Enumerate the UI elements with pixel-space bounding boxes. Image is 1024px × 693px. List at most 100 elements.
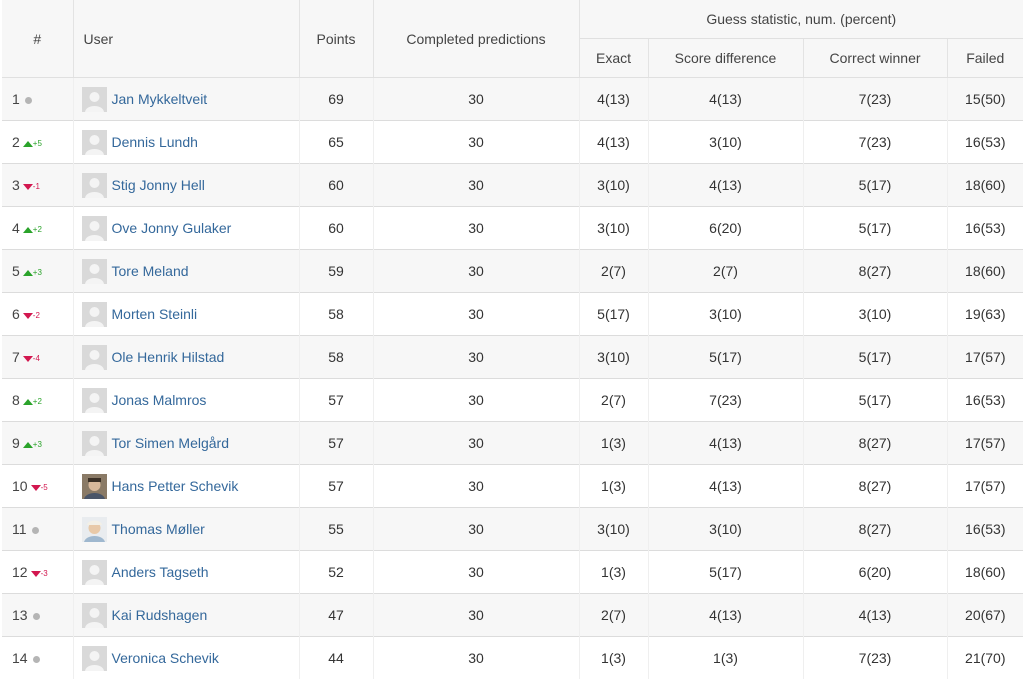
failed-header[interactable]: Failed xyxy=(947,38,1024,78)
correct-winner-header[interactable]: Correct winner xyxy=(803,38,948,78)
unchanged-dot-icon xyxy=(24,96,32,104)
user-link[interactable]: Stig Jonny Hell xyxy=(111,177,205,193)
user-cell: Dennis Lundh xyxy=(73,120,300,164)
user-cell: Kai Rudshagen xyxy=(73,593,300,637)
user-cell: Thomas Møller xyxy=(73,507,300,551)
user-link[interactable]: Dennis Lundh xyxy=(111,134,198,150)
table-row: 13 Kai Rudshagen 47 30 2(7) 4(13) 4(13) … xyxy=(2,593,1024,637)
down-arrow-icon xyxy=(30,570,41,577)
default-avatar-icon[interactable] xyxy=(81,645,107,671)
rank-cell: 1 xyxy=(2,77,74,121)
table-row: 6 -2 Morten Steinli 58 30 5(17) 3(10) 3(1… xyxy=(2,292,1024,336)
points-cell: 58 xyxy=(299,292,374,336)
user-link[interactable]: Anders Tagseth xyxy=(111,564,209,580)
score-difference-cell: 6(20) xyxy=(648,206,804,250)
rank-change-value: +2 xyxy=(32,224,42,234)
default-avatar-icon[interactable] xyxy=(81,86,107,112)
rank-value: 7 xyxy=(12,349,20,365)
rank-change: -4 xyxy=(22,353,40,363)
rank-cell: 7 -4 xyxy=(2,335,74,379)
exact-header[interactable]: Exact xyxy=(579,38,649,78)
failed-cell: 18(60) xyxy=(947,249,1024,293)
rank-value: 9 xyxy=(12,435,20,451)
failed-cell: 19(63) xyxy=(947,292,1024,336)
rank-change-value: -4 xyxy=(32,353,40,363)
user-cell: Jonas Malmros xyxy=(73,378,300,422)
exact-cell: 2(7) xyxy=(579,249,649,293)
user-link[interactable]: Tor Simen Melgård xyxy=(111,435,230,451)
table-row: 14 Veronica Schevik 44 30 1(3) 1(3) 7(23… xyxy=(2,636,1024,679)
user-cell: Jan Mykkeltveit xyxy=(73,77,300,121)
user-cell: Hans Petter Schevik xyxy=(73,464,300,508)
rank-cell: 10 -5 xyxy=(2,464,74,508)
down-arrow-icon xyxy=(22,355,33,362)
user-link[interactable]: Hans Petter Schevik xyxy=(111,478,239,494)
exact-cell: 1(3) xyxy=(579,464,649,508)
rank-cell: 6 -2 xyxy=(2,292,74,336)
user-link[interactable]: Morten Steinli xyxy=(111,306,198,322)
table-row: 3 -1 Stig Jonny Hell 60 30 3(10) 4(13) 5(… xyxy=(2,163,1024,207)
completed-predictions-cell: 30 xyxy=(373,335,580,379)
up-arrow-icon xyxy=(22,398,33,405)
failed-cell: 16(53) xyxy=(947,378,1024,422)
score-difference-header[interactable]: Score difference xyxy=(648,38,804,78)
default-avatar-icon[interactable] xyxy=(81,430,107,456)
failed-cell: 18(60) xyxy=(947,163,1024,207)
rank-value: 3 xyxy=(12,177,20,193)
user-cell: Anders Tagseth xyxy=(73,550,300,594)
user-link[interactable]: Ove Jonny Gulaker xyxy=(111,220,232,236)
completed-predictions-cell: 30 xyxy=(373,163,580,207)
rank-change-value: +5 xyxy=(32,138,42,148)
user-link[interactable]: Ole Henrik Hilstad xyxy=(111,349,225,365)
down-arrow-icon xyxy=(22,183,33,190)
default-avatar-icon[interactable] xyxy=(81,129,107,155)
unchanged-dot-icon xyxy=(32,655,40,663)
points-header[interactable]: Points xyxy=(299,0,374,78)
rank-header[interactable]: # xyxy=(2,0,74,78)
table-row: 12 -3 Anders Tagseth 52 30 1(3) 5(17) 6(2… xyxy=(2,550,1024,594)
correct-winner-cell: 5(17) xyxy=(803,335,948,379)
rank-change-value: +2 xyxy=(32,396,42,406)
default-avatar-icon[interactable] xyxy=(81,301,107,327)
rank-change: +2 xyxy=(22,224,42,234)
rank-change: +3 xyxy=(22,440,42,449)
default-avatar-icon[interactable] xyxy=(81,258,107,284)
rank-change: -3 xyxy=(30,569,48,578)
exact-cell: 2(7) xyxy=(579,593,649,637)
photo-avatar-icon[interactable] xyxy=(81,473,107,499)
failed-cell: 16(53) xyxy=(947,206,1024,250)
user-header[interactable]: User xyxy=(73,0,300,78)
rank-value: 2 xyxy=(12,134,20,150)
exact-cell: 5(17) xyxy=(579,292,649,336)
user-cell: Tor Simen Melgård xyxy=(73,421,300,465)
user-link[interactable]: Thomas Møller xyxy=(111,521,205,537)
exact-cell: 3(10) xyxy=(579,206,649,250)
completed-predictions-header[interactable]: Completed predictions xyxy=(373,0,580,78)
user-cell: Ole Henrik Hilstad xyxy=(73,335,300,379)
user-cell: Tore Meland xyxy=(73,249,300,293)
failed-cell: 18(60) xyxy=(947,550,1024,594)
score-difference-cell: 3(10) xyxy=(648,507,804,551)
user-cell: Veronica Schevik xyxy=(73,636,300,679)
default-avatar-icon[interactable] xyxy=(81,344,107,370)
user-link[interactable]: Jonas Malmros xyxy=(111,392,207,408)
points-cell: 69 xyxy=(299,77,374,121)
default-avatar-icon[interactable] xyxy=(81,559,107,585)
correct-winner-cell: 5(17) xyxy=(803,378,948,422)
score-difference-cell: 4(13) xyxy=(648,421,804,465)
user-link[interactable]: Veronica Schevik xyxy=(111,650,219,666)
completed-predictions-cell: 30 xyxy=(373,550,580,594)
user-link[interactable]: Tore Meland xyxy=(111,263,189,279)
user-link[interactable]: Jan Mykkeltveit xyxy=(111,91,208,107)
photo-avatar-icon[interactable] xyxy=(81,516,107,542)
default-avatar-icon[interactable] xyxy=(81,387,107,413)
default-avatar-icon[interactable] xyxy=(81,215,107,241)
user-link[interactable]: Kai Rudshagen xyxy=(111,607,208,623)
points-cell: 65 xyxy=(299,120,374,164)
correct-winner-cell: 7(23) xyxy=(803,77,948,121)
default-avatar-icon[interactable] xyxy=(81,602,107,628)
failed-cell: 17(57) xyxy=(947,464,1024,508)
correct-winner-cell: 7(23) xyxy=(803,636,948,679)
completed-predictions-cell: 30 xyxy=(373,464,580,508)
default-avatar-icon[interactable] xyxy=(81,172,107,198)
